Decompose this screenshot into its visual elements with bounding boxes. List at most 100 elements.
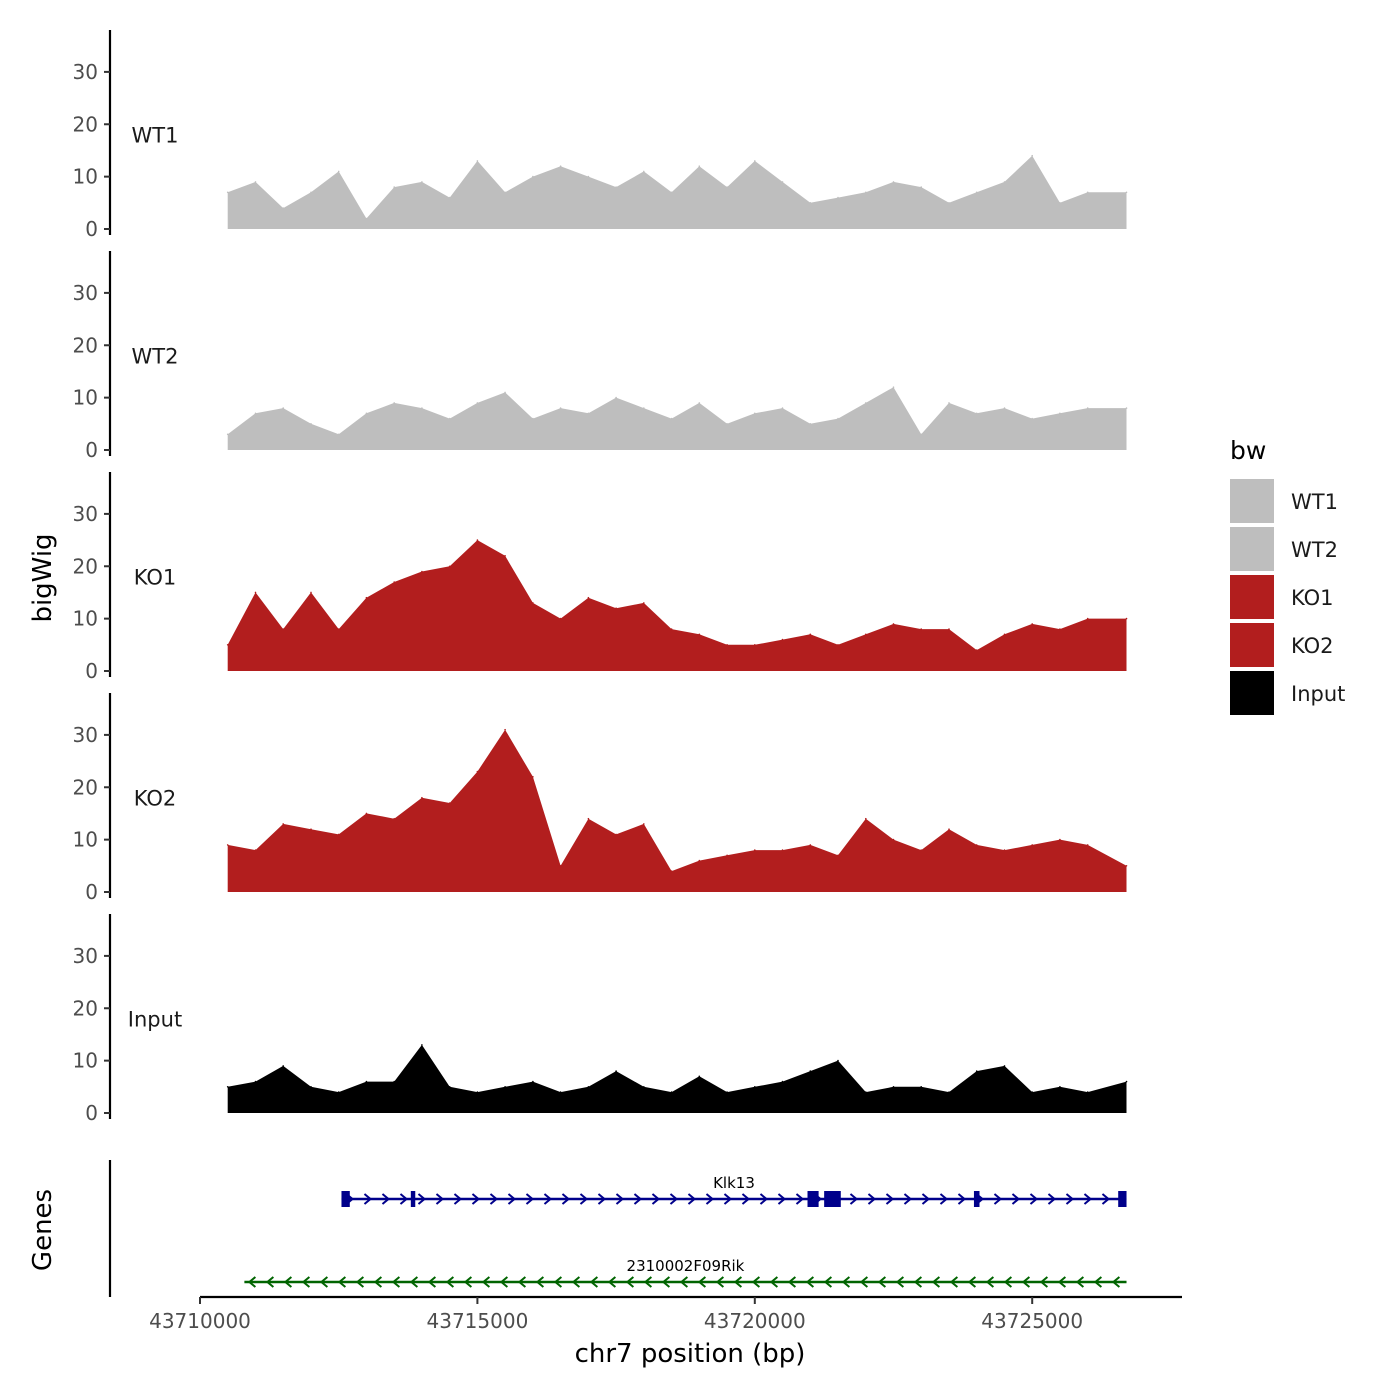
data-point (892, 1086, 895, 1088)
data-point (865, 817, 867, 820)
data-point (920, 1086, 922, 1088)
strand-arrow (625, 1276, 635, 1288)
x-tick-label: 43720000 (704, 1309, 806, 1333)
data-point (754, 1086, 756, 1088)
data-point (310, 191, 312, 194)
data-point (781, 638, 784, 641)
data-point (809, 633, 812, 636)
y-tick-label: 30 (73, 502, 98, 526)
strand-arrow (705, 1193, 715, 1205)
data-point (1086, 407, 1089, 409)
data-point (337, 628, 340, 630)
strand-arrow (939, 1193, 949, 1205)
data-point (643, 407, 645, 409)
data-point (754, 412, 756, 415)
legend-label-wt1: WT1 (1291, 490, 1338, 514)
strand-arrow (435, 1193, 445, 1205)
y-tick-label: 10 (73, 607, 98, 631)
data-point (1125, 617, 1128, 620)
data-point (1086, 1091, 1089, 1093)
data-point (282, 407, 285, 409)
legend-swatch-wt2 (1230, 527, 1274, 571)
data-point (1059, 628, 1061, 630)
strand-arrow (597, 1193, 607, 1205)
data-point (532, 175, 534, 178)
strand-arrow (525, 1193, 535, 1205)
track-label: Input (128, 1008, 182, 1032)
legend-label-wt2: WT2 (1291, 538, 1338, 562)
strand-arrow (373, 1276, 383, 1288)
strand-arrow (1065, 1193, 1075, 1205)
data-point (781, 849, 784, 851)
strand-arrow (391, 1276, 401, 1288)
track-label: KO1 (134, 566, 177, 590)
strand-arrow (453, 1193, 463, 1205)
data-point (365, 1080, 368, 1083)
data-point (254, 591, 257, 594)
strand-arrow (867, 1193, 877, 1205)
data-point (726, 1091, 728, 1093)
strand-arrow (759, 1193, 769, 1205)
data-point (726, 644, 728, 646)
data-point (532, 1080, 534, 1083)
data-point (1086, 191, 1089, 194)
gene-exon (341, 1191, 350, 1207)
track-label: KO2 (134, 787, 177, 811)
data-point (448, 417, 451, 420)
data-point (365, 217, 368, 220)
data-point (865, 402, 867, 404)
legend: bw WT1 WT2 KO1 KO2 Input (1230, 436, 1345, 715)
data-point (226, 191, 229, 194)
genes-axis-title: Genes (28, 1189, 58, 1271)
y-tick-label: 0 (85, 880, 98, 904)
y-tick-label: 20 (73, 775, 98, 799)
strand-arrow (1029, 1193, 1039, 1205)
data-point (282, 823, 285, 825)
strand-arrow (561, 1193, 571, 1205)
strand-arrow (643, 1276, 653, 1288)
y-axis-title: bigWig (28, 533, 58, 622)
x-axis: 43710000 43715000 43720000 43725000 (149, 1295, 1182, 1333)
x-tick-label: 43710000 (149, 1309, 251, 1333)
data-point (920, 628, 922, 630)
data-point (254, 1080, 257, 1083)
legend-swatch-input (1230, 671, 1274, 715)
y-tick-label: 0 (85, 217, 98, 241)
data-point (837, 1059, 839, 1062)
data-point (726, 423, 728, 425)
data-point (1086, 617, 1089, 620)
coverage-area-ko2 (227, 729, 1127, 892)
legend-label-input: Input (1291, 682, 1345, 706)
data-point (615, 186, 617, 188)
data-point (643, 170, 645, 173)
data-point (254, 412, 257, 415)
data-point (476, 770, 479, 773)
strand-arrow (589, 1276, 599, 1288)
data-point (448, 565, 451, 568)
data-point (892, 181, 895, 183)
data-point (809, 423, 812, 425)
data-point (504, 1086, 506, 1088)
data-point (865, 1091, 867, 1093)
data-point (559, 407, 562, 409)
strand-arrow (633, 1193, 643, 1205)
gene-exon (1118, 1191, 1127, 1207)
data-point (476, 539, 479, 541)
strand-arrow (949, 1276, 959, 1288)
gene-exon (410, 1191, 416, 1207)
strand-arrow (499, 1276, 509, 1288)
data-point (365, 812, 368, 815)
data-point (1125, 191, 1128, 194)
strand-arrow (661, 1276, 671, 1288)
data-point (587, 596, 590, 599)
y-tick-label: 0 (85, 438, 98, 462)
strand-arrow (1021, 1276, 1031, 1288)
data-point (615, 396, 617, 399)
y-tick-label: 10 (73, 828, 98, 852)
data-point (865, 633, 867, 636)
data-point (781, 407, 784, 409)
data-point (726, 186, 728, 188)
data-point (698, 633, 701, 636)
data-point (1003, 633, 1006, 636)
